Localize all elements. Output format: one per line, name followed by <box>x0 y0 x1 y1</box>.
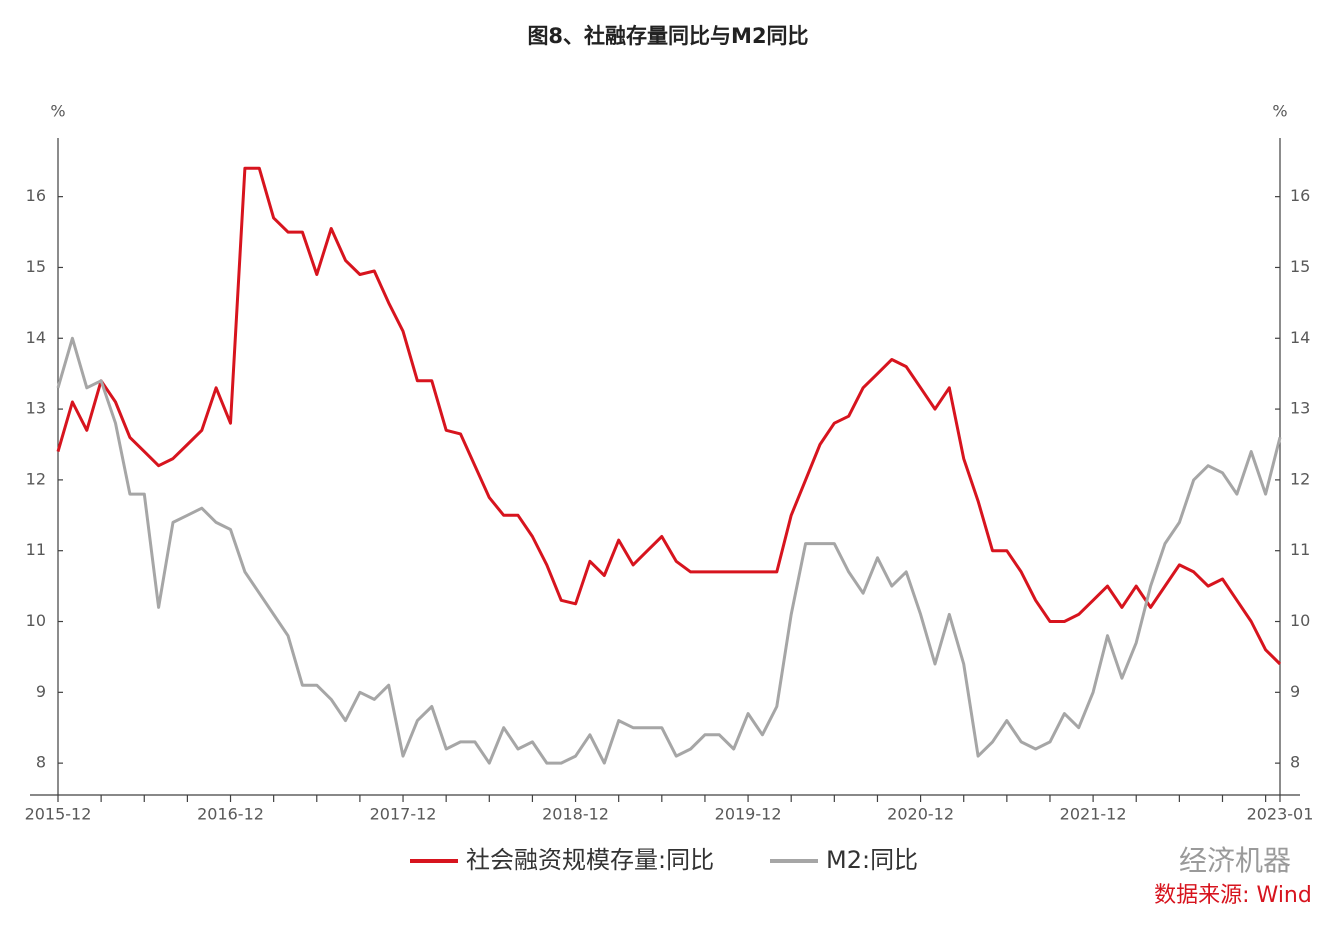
x-tick-label: 2023-01 <box>1247 805 1314 824</box>
y-tick-label: 14 <box>26 328 46 347</box>
y-tick-label: 16 <box>26 186 46 205</box>
y2-tick-label: 8 <box>1290 753 1300 772</box>
x-tick-label: 2017-12 <box>370 805 437 824</box>
legend-label: 社会融资规模存量:同比 <box>466 846 714 874</box>
series-line <box>56 336 1282 765</box>
x-tick-label: 2016-12 <box>197 805 264 824</box>
y2-tick-label: 16 <box>1290 186 1310 205</box>
y2-tick-label: 15 <box>1290 257 1310 276</box>
x-tick-label: 2015-12 <box>25 805 92 824</box>
y2-axis-unit: % <box>1272 102 1287 121</box>
y2-tick-label: 11 <box>1290 540 1310 559</box>
y2-tick-label: 13 <box>1290 399 1310 418</box>
y-tick-label: 9 <box>36 682 46 701</box>
legend-label: M2:同比 <box>826 846 918 874</box>
y2-tick-label: 10 <box>1290 611 1310 630</box>
x-tick-label: 2018-12 <box>542 805 609 824</box>
y-tick-label: 8 <box>36 753 46 772</box>
y2-tick-label: 14 <box>1290 328 1310 347</box>
y2-tick-label: 12 <box>1290 469 1310 488</box>
y-tick-label: 13 <box>26 399 46 418</box>
chart-title: 图8、社融存量同比与M2同比 <box>527 24 808 48</box>
y-axis-unit: % <box>50 102 65 121</box>
series-line <box>56 166 1282 666</box>
y-tick-label: 15 <box>26 257 46 276</box>
y2-tick-label: 9 <box>1290 682 1300 701</box>
watermark: 经济机器 <box>1179 844 1291 877</box>
x-tick-label: 2019-12 <box>715 805 782 824</box>
source-note: 数据来源: Wind <box>1154 883 1312 908</box>
x-tick-label: 2020-12 <box>887 805 954 824</box>
y-tick-label: 12 <box>26 469 46 488</box>
y-tick-label: 11 <box>26 540 46 559</box>
y-tick-label: 10 <box>26 611 46 630</box>
x-tick-label: 2021-12 <box>1060 805 1127 824</box>
